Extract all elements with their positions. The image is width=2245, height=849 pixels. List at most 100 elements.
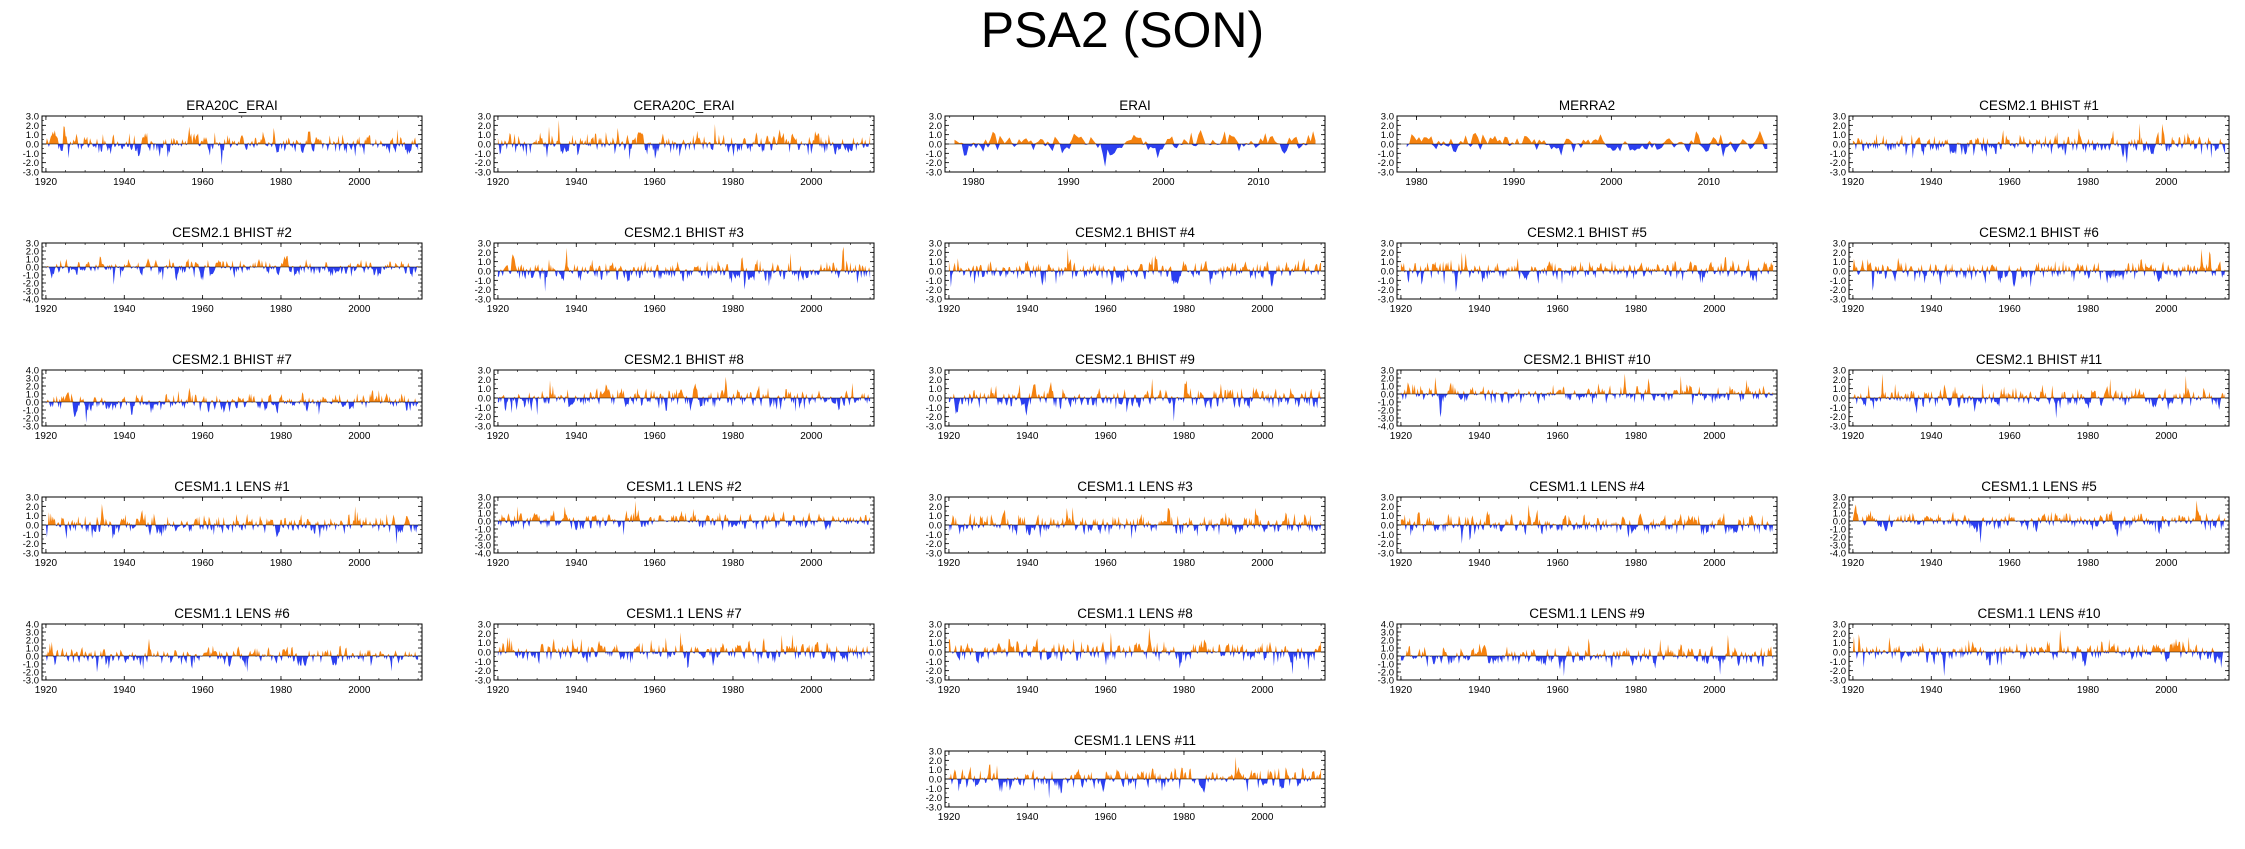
x-tick-label: 1960 bbox=[1546, 431, 1569, 442]
negative-anomaly-area bbox=[1400, 394, 1774, 418]
y-tick-label: -3.0 bbox=[475, 676, 491, 687]
y-tick-label: 0.0 bbox=[478, 140, 491, 151]
y-tick-label: -2.0 bbox=[926, 539, 942, 550]
x-tick-label: 1960 bbox=[643, 431, 666, 442]
x-tick-label: 1940 bbox=[565, 431, 588, 442]
y-tick-label: 0.0 bbox=[478, 517, 491, 528]
panel-title: CERA20C_ERAI bbox=[633, 98, 734, 113]
x-tick-label: 1920 bbox=[487, 304, 510, 315]
x-tick-label: 1940 bbox=[113, 431, 136, 442]
y-tick-label: 3.0 bbox=[929, 239, 942, 250]
x-tick-label: 1940 bbox=[565, 558, 588, 569]
y-tick-label: 2.0 bbox=[1381, 248, 1394, 259]
x-tick-label: 1920 bbox=[1842, 304, 1865, 315]
y-tick-label: -4.0 bbox=[1830, 549, 1846, 560]
y-tick-label: -2.0 bbox=[1378, 158, 1394, 169]
panel-title: CESM1.1 LENS #6 bbox=[174, 606, 290, 621]
y-tick-label: 3.0 bbox=[929, 493, 942, 504]
x-tick-label: 1980 bbox=[962, 177, 985, 188]
positive-anomaly-area bbox=[1406, 130, 1768, 144]
y-tick-label: 0.0 bbox=[26, 652, 39, 663]
negative-anomaly-area bbox=[1400, 525, 1774, 544]
y-tick-label: 2.0 bbox=[1381, 374, 1394, 385]
x-tick-label: 1940 bbox=[1920, 431, 1943, 442]
y-tick-label: -2.0 bbox=[23, 279, 39, 290]
y-tick-label: -2.0 bbox=[475, 666, 491, 677]
y-tick-label: 0.0 bbox=[26, 140, 39, 151]
panel-22: CESM1.1 LENS #73.02.01.00.0-1.0-2.0-3.01… bbox=[475, 606, 875, 696]
panel-9: CESM2.1 BHIST #5 3.02.01.00.0-1.0-2.0-3.0… bbox=[1378, 225, 1778, 315]
y-tick-label: -3.0 bbox=[475, 295, 491, 306]
x-tick-label: 2000 bbox=[800, 431, 823, 442]
y-tick-label: 0.0 bbox=[1833, 394, 1846, 405]
y-tick-label: 1.0 bbox=[1833, 384, 1846, 395]
positive-anomaly-area bbox=[1400, 373, 1774, 394]
x-tick-label: 1980 bbox=[270, 304, 293, 315]
x-tick-label: 2000 bbox=[1703, 558, 1726, 569]
y-tick-label: -3.0 bbox=[475, 168, 491, 179]
y-tick-label: -2.0 bbox=[1830, 666, 1846, 677]
y-tick-label: -1.0 bbox=[475, 276, 491, 287]
y-tick-label: 3.0 bbox=[1381, 239, 1394, 250]
y-tick-label: -2.0 bbox=[926, 666, 942, 677]
x-tick-label: 2000 bbox=[2155, 304, 2178, 315]
x-tick-label: 1940 bbox=[1468, 685, 1491, 696]
x-tick-label: 2000 bbox=[1600, 177, 1623, 188]
x-tick-label: 2000 bbox=[348, 431, 371, 442]
x-tick-label: 1960 bbox=[1998, 685, 2021, 696]
negative-anomaly-area bbox=[1852, 144, 2226, 164]
y-tick-label: -2.0 bbox=[1830, 533, 1846, 544]
plot-frame bbox=[41, 242, 423, 300]
y-tick-label: -1.0 bbox=[1378, 660, 1394, 671]
y-tick-label: -3.0 bbox=[926, 168, 942, 179]
negative-anomaly-area bbox=[497, 271, 871, 292]
y-tick-label: 2.0 bbox=[26, 121, 39, 132]
x-tick-label: 1920 bbox=[1390, 431, 1413, 442]
x-tick-label: 1960 bbox=[1094, 431, 1117, 442]
x-tick-label: 1980 bbox=[270, 177, 293, 188]
panel-25: CESM1.1 LENS #10 3.02.01.00.0-1.0-2.0-3.0… bbox=[1830, 606, 2230, 696]
y-tick-label: 1.0 bbox=[1381, 257, 1394, 268]
y-tick-label: 2.0 bbox=[929, 629, 942, 640]
positive-anomaly-area bbox=[45, 638, 419, 656]
y-tick-label: 0.0 bbox=[929, 394, 942, 405]
y-tick-label: -2.0 bbox=[475, 158, 491, 169]
x-tick-label: 1940 bbox=[113, 304, 136, 315]
y-tick-label: 3.0 bbox=[929, 620, 942, 631]
panel-16: CESM1.1 LENS #13.02.01.00.0-1.0-2.0-3.01… bbox=[23, 479, 423, 569]
y-tick-label: 1.0 bbox=[478, 509, 491, 520]
y-tick-label: 4.0 bbox=[26, 620, 39, 631]
negative-anomaly-area bbox=[1852, 398, 2226, 419]
y-tick-label: -3.0 bbox=[1378, 168, 1394, 179]
y-tick-label: 1.0 bbox=[1833, 257, 1846, 268]
y-tick-label: -3.0 bbox=[23, 676, 39, 687]
y-tick-label: -1.0 bbox=[926, 530, 942, 541]
y-tick-label: 0.0 bbox=[1381, 390, 1394, 401]
y-tick-label: 3.0 bbox=[929, 366, 942, 377]
y-tick-label: -2.0 bbox=[926, 793, 942, 804]
x-tick-label: 1960 bbox=[1546, 685, 1569, 696]
positive-anomaly-area bbox=[497, 500, 871, 521]
y-tick-label: 1.0 bbox=[1381, 511, 1394, 522]
y-tick-label: -3.0 bbox=[1378, 295, 1394, 306]
y-tick-label: 3.0 bbox=[26, 112, 39, 123]
panel-21: CESM1.1 LENS #6 4.03.02.01.00.0-1.0-2.0-3… bbox=[23, 606, 423, 696]
x-tick-label: 2000 bbox=[1703, 685, 1726, 696]
y-tick-label: -1.0 bbox=[1830, 403, 1846, 414]
figure-title: PSA2 (SON) bbox=[980, 2, 1265, 58]
y-tick-label: -1.0 bbox=[926, 657, 942, 668]
panel-title: CESM1.1 LENS #11 bbox=[1074, 733, 1196, 748]
y-tick-label: -1.0 bbox=[23, 271, 39, 282]
y-tick-label: -3.0 bbox=[1830, 168, 1846, 179]
x-tick-label: 1980 bbox=[2077, 685, 2100, 696]
y-tick-label: -2.0 bbox=[926, 285, 942, 296]
y-tick-label: 2.0 bbox=[1833, 248, 1846, 259]
panel-title: CESM1.1 LENS #10 bbox=[1977, 606, 2100, 621]
x-tick-label: 2000 bbox=[800, 558, 823, 569]
y-tick-label: -1.0 bbox=[1378, 398, 1394, 409]
panel-title: CESM1.1 LENS #5 bbox=[1981, 479, 2097, 494]
x-tick-label: 1980 bbox=[722, 685, 745, 696]
y-tick-label: 1.0 bbox=[26, 390, 39, 401]
x-tick-label: 1940 bbox=[1468, 431, 1491, 442]
y-tick-label: -4.0 bbox=[475, 549, 491, 560]
